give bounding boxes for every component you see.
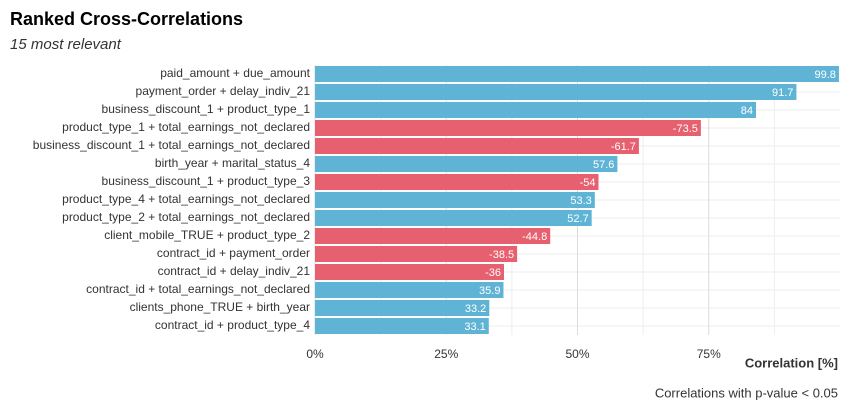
y-tick-label: client_mobile_TRUE + product_type_2: [104, 228, 310, 242]
y-tick-label: product_type_4 + total_earnings_not_decl…: [62, 192, 310, 206]
y-tick-label: contract_id + total_earnings_not_declare…: [86, 282, 310, 296]
y-tick-label: product_type_2 + total_earnings_not_decl…: [62, 210, 310, 224]
y-tick-label: product_type_1 + total_earnings_not_decl…: [62, 120, 310, 134]
bar: [315, 282, 504, 298]
y-tick-label: birth_year + marital_status_4: [155, 156, 310, 170]
value-label: 33.1: [464, 321, 485, 333]
bar: [315, 246, 518, 262]
x-axis-label: Correlation [%]: [745, 355, 838, 370]
y-tick-label: paid_amount + due_amount: [160, 66, 310, 80]
bar: [315, 102, 756, 118]
value-label: 84: [741, 105, 753, 117]
value-label: -38.5: [489, 249, 514, 261]
value-label: 57.6: [593, 159, 614, 171]
value-label: 53.3: [570, 195, 591, 207]
y-tick-label: clients_phone_TRUE + birth_year: [130, 300, 310, 314]
y-tick-label: contract_id + product_type_4: [155, 318, 310, 332]
y-tick-label: business_discount_1 + total_earnings_not…: [33, 138, 310, 152]
bar: [315, 300, 490, 316]
bar: [315, 120, 701, 136]
chart-subtitle: 15 most relevant: [10, 36, 122, 53]
value-label: 35.9: [479, 285, 500, 297]
chart-title: Ranked Cross-Correlations: [10, 9, 243, 29]
bar: [315, 264, 504, 280]
value-label: 52.7: [567, 213, 588, 225]
caption: Correlations with p-value < 0.05: [655, 385, 838, 400]
value-label: -44.8: [522, 231, 547, 243]
value-label: 91.7: [772, 87, 793, 99]
bar: [315, 192, 595, 208]
x-tick-label: 75%: [697, 347, 721, 361]
y-tick-label: business_discount_1 + product_type_1: [102, 102, 311, 116]
bar: [315, 84, 797, 100]
value-label: 33.2: [465, 303, 486, 315]
bar: [315, 156, 618, 172]
bar: [315, 66, 839, 82]
y-tick-label: contract_id + delay_indiv_21: [158, 264, 311, 278]
bar: [315, 174, 599, 190]
y-tick-label: business_discount_1 + product_type_3: [102, 174, 311, 188]
x-tick-label: 25%: [434, 347, 458, 361]
value-label: -54: [580, 177, 596, 189]
bar: [315, 228, 551, 244]
bar: [315, 318, 489, 334]
x-tick-label: 50%: [565, 347, 589, 361]
value-label: -61.7: [611, 141, 636, 153]
value-label: 99.8: [815, 69, 836, 81]
value-label: -36: [485, 267, 501, 279]
y-tick-label: payment_order + delay_indiv_21: [136, 84, 311, 98]
y-tick-label: contract_id + payment_order: [157, 246, 310, 260]
bar: [315, 138, 639, 154]
bar: [315, 210, 592, 226]
x-tick-label: 0%: [306, 347, 324, 361]
value-label: -73.5: [673, 123, 698, 135]
